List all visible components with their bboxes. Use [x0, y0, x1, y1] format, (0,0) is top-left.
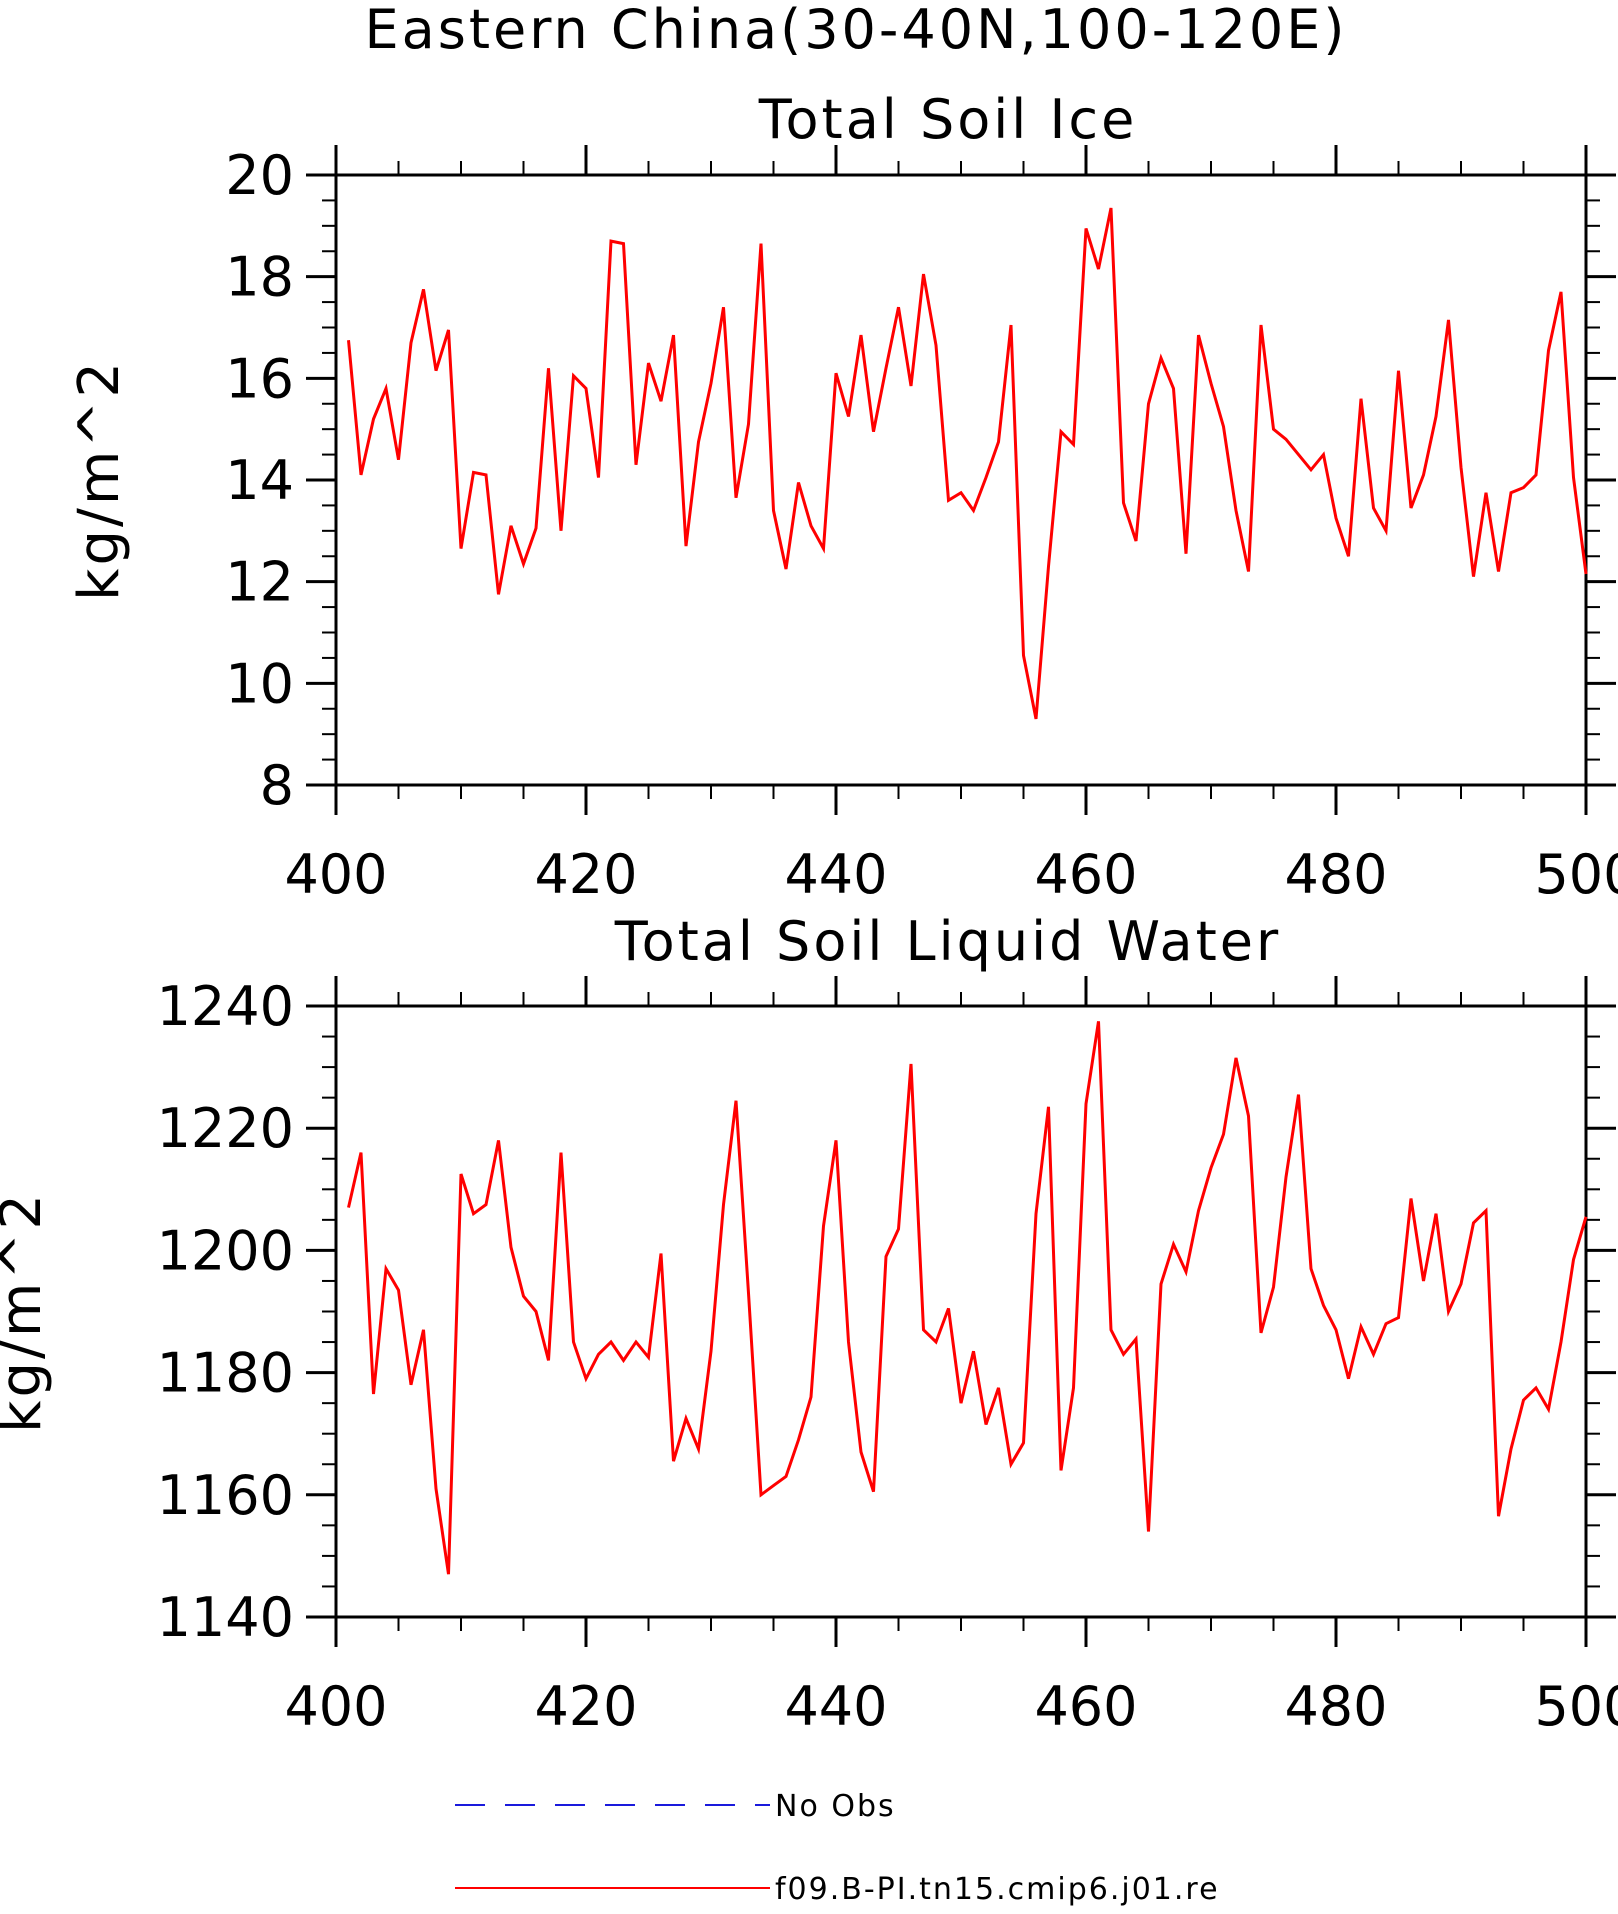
panel-title: Total Soil Ice — [758, 88, 1138, 151]
panel-total-soil-ice: Total Soil Ice 400 420 440 460 480 500 8 10 12 14… — [67, 88, 1618, 906]
series-line — [347, 207, 1588, 720]
x-tick-label: 460 — [1034, 843, 1137, 906]
y-tick-label: 1140 — [157, 1586, 294, 1649]
x-tick-label: 420 — [534, 1675, 637, 1738]
x-tick-label: 480 — [1284, 1675, 1387, 1738]
y-tick-label: 16 — [225, 347, 294, 410]
y-tick-label: 1240 — [157, 975, 294, 1038]
panel-total-soil-liquid-water: Total Soil Liquid Water 400 420 440 460 480 5… — [0, 910, 1618, 1738]
figure-title: Eastern China(30-40N,100-120E) — [365, 0, 1348, 61]
y-tick-label: 8 — [260, 754, 294, 817]
x-tick-label: 500 — [1534, 843, 1618, 906]
y-tick-label: 18 — [225, 246, 294, 309]
legend: No Obs f09.B-PI.tn15.cmip6.j01.re — [455, 1789, 1220, 1907]
y-tick-label: 1200 — [157, 1219, 294, 1282]
x-tick-label: 440 — [784, 843, 887, 906]
legend-label-model: f09.B-PI.tn15.cmip6.j01.re — [775, 1872, 1220, 1907]
y-tick-label: 1180 — [157, 1342, 294, 1405]
legend-label-no-obs: No Obs — [775, 1789, 896, 1824]
x-tick-label: 400 — [284, 1675, 387, 1738]
y-tick-label: 10 — [225, 652, 294, 715]
panel-title: Total Soil Liquid Water — [614, 910, 1281, 973]
x-tick-label: 440 — [784, 1675, 887, 1738]
x-tick-label: 460 — [1034, 1675, 1137, 1738]
y-axis-label: kg/m^2 — [0, 1191, 54, 1433]
y-tick-label: 1220 — [157, 1097, 294, 1160]
y-tick-label: 12 — [225, 551, 294, 614]
x-tick-label: 400 — [284, 843, 387, 906]
y-tick-label: 20 — [225, 144, 294, 207]
y-axis-label: kg/m^2 — [67, 359, 132, 601]
plot-frame — [334, 173, 1588, 787]
x-tick-label: 420 — [534, 843, 637, 906]
y-tick-label: 14 — [225, 449, 294, 512]
x-tick-label: 500 — [1534, 1675, 1618, 1738]
y-tick-label: 1160 — [157, 1464, 294, 1527]
x-tick-label: 480 — [1284, 843, 1387, 906]
series-line — [347, 1021, 1588, 1575]
